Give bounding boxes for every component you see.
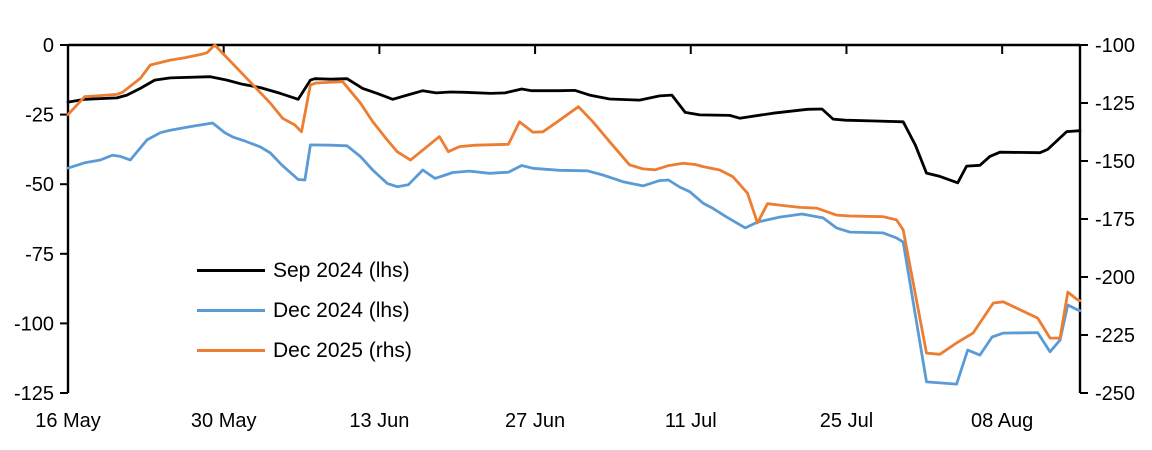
legend-entry-dec-2025: Dec 2025 (rhs): [197, 330, 412, 370]
x-axis-tick-label: 08 Aug: [971, 410, 1033, 432]
legend-label: Dec 2025 (rhs): [273, 338, 412, 362]
series-line-dec-2024-lhs-: [66, 121, 1082, 386]
x-axis-tick-label: 30 May: [191, 410, 257, 432]
legend-entry-dec-2024: Dec 2024 (lhs): [197, 290, 412, 330]
legend-line-swatch-black: [197, 268, 265, 272]
y-axis-left-tick-label: -125: [14, 383, 54, 405]
x-axis-tick-label: 25 Jul: [820, 410, 873, 432]
legend-entry-sep-2024: Sep 2024 (lhs): [197, 250, 412, 290]
x-axis-tick-label: 11 Jul: [665, 410, 717, 432]
series-line-dec-2025-rhs-: [66, 43, 1082, 356]
y-axis-left-tick-label: -75: [25, 244, 54, 266]
y-axis-right-tick-label: -200: [1095, 267, 1135, 289]
chart-legend: Sep 2024 (lhs) Dec 2024 (lhs) Dec 2025 (…: [197, 250, 412, 370]
y-axis-left-tick-label: -25: [25, 105, 54, 127]
legend-label: Sep 2024 (lhs): [273, 258, 410, 282]
y-axis-right-tick-label: -100: [1095, 35, 1135, 57]
legend-label: Dec 2024 (lhs): [273, 298, 410, 322]
y-axis-right-tick-label: -225: [1095, 325, 1135, 347]
x-axis-tick-label: 16 May: [35, 410, 101, 432]
legend-line-swatch-orange: [197, 348, 265, 352]
x-axis-tick-label: 13 Jun: [349, 410, 409, 432]
y-axis-left-tick-label: -100: [14, 313, 54, 335]
legend-line-swatch-blue: [197, 308, 265, 312]
y-axis-left-tick-label: -50: [25, 174, 54, 196]
y-axis-right-tick-label: -175: [1095, 209, 1135, 231]
y-axis-right-tick-label: -250: [1095, 383, 1135, 405]
x-axis-tick-label: 27 Jun: [505, 410, 565, 432]
y-axis-right-tick-label: -150: [1095, 151, 1135, 173]
y-axis-right-tick-label: -125: [1095, 93, 1135, 115]
y-axis-left-tick-label: 0: [43, 35, 54, 57]
